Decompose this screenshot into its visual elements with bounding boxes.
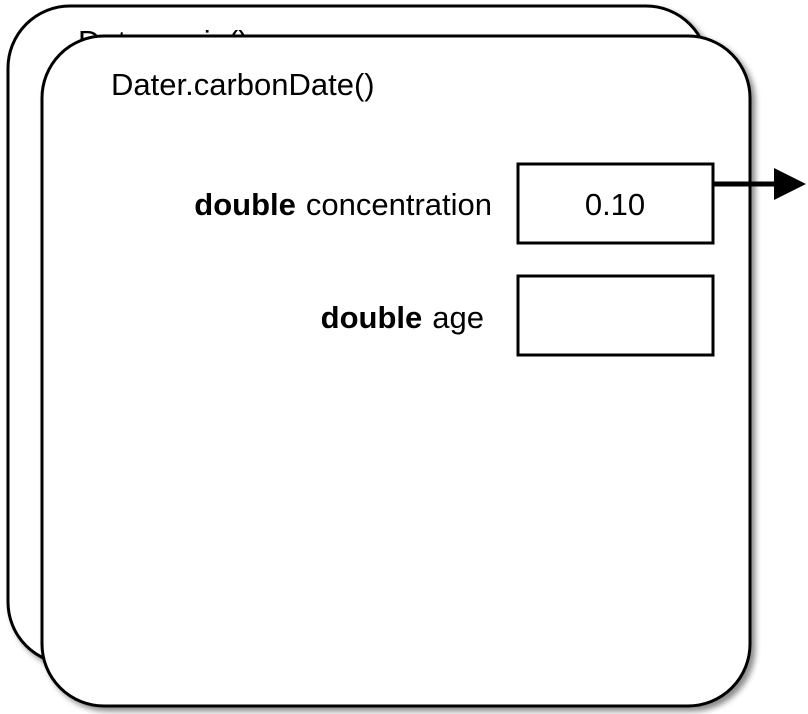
frame-label: Dater.carbonDate() [111,67,375,102]
value-box [516,274,715,357]
variable-declaration: double age [321,300,484,335]
value-box [516,162,715,245]
variable-type: double [194,187,296,222]
frame-front [40,34,752,708]
variable-value: 0.10 [585,187,645,222]
variable-type: double [321,300,423,335]
arrow-head [774,168,806,200]
variable-name: age [432,300,484,335]
variable-declaration: double concentration [194,187,492,222]
variable-name: concentration [306,187,492,222]
